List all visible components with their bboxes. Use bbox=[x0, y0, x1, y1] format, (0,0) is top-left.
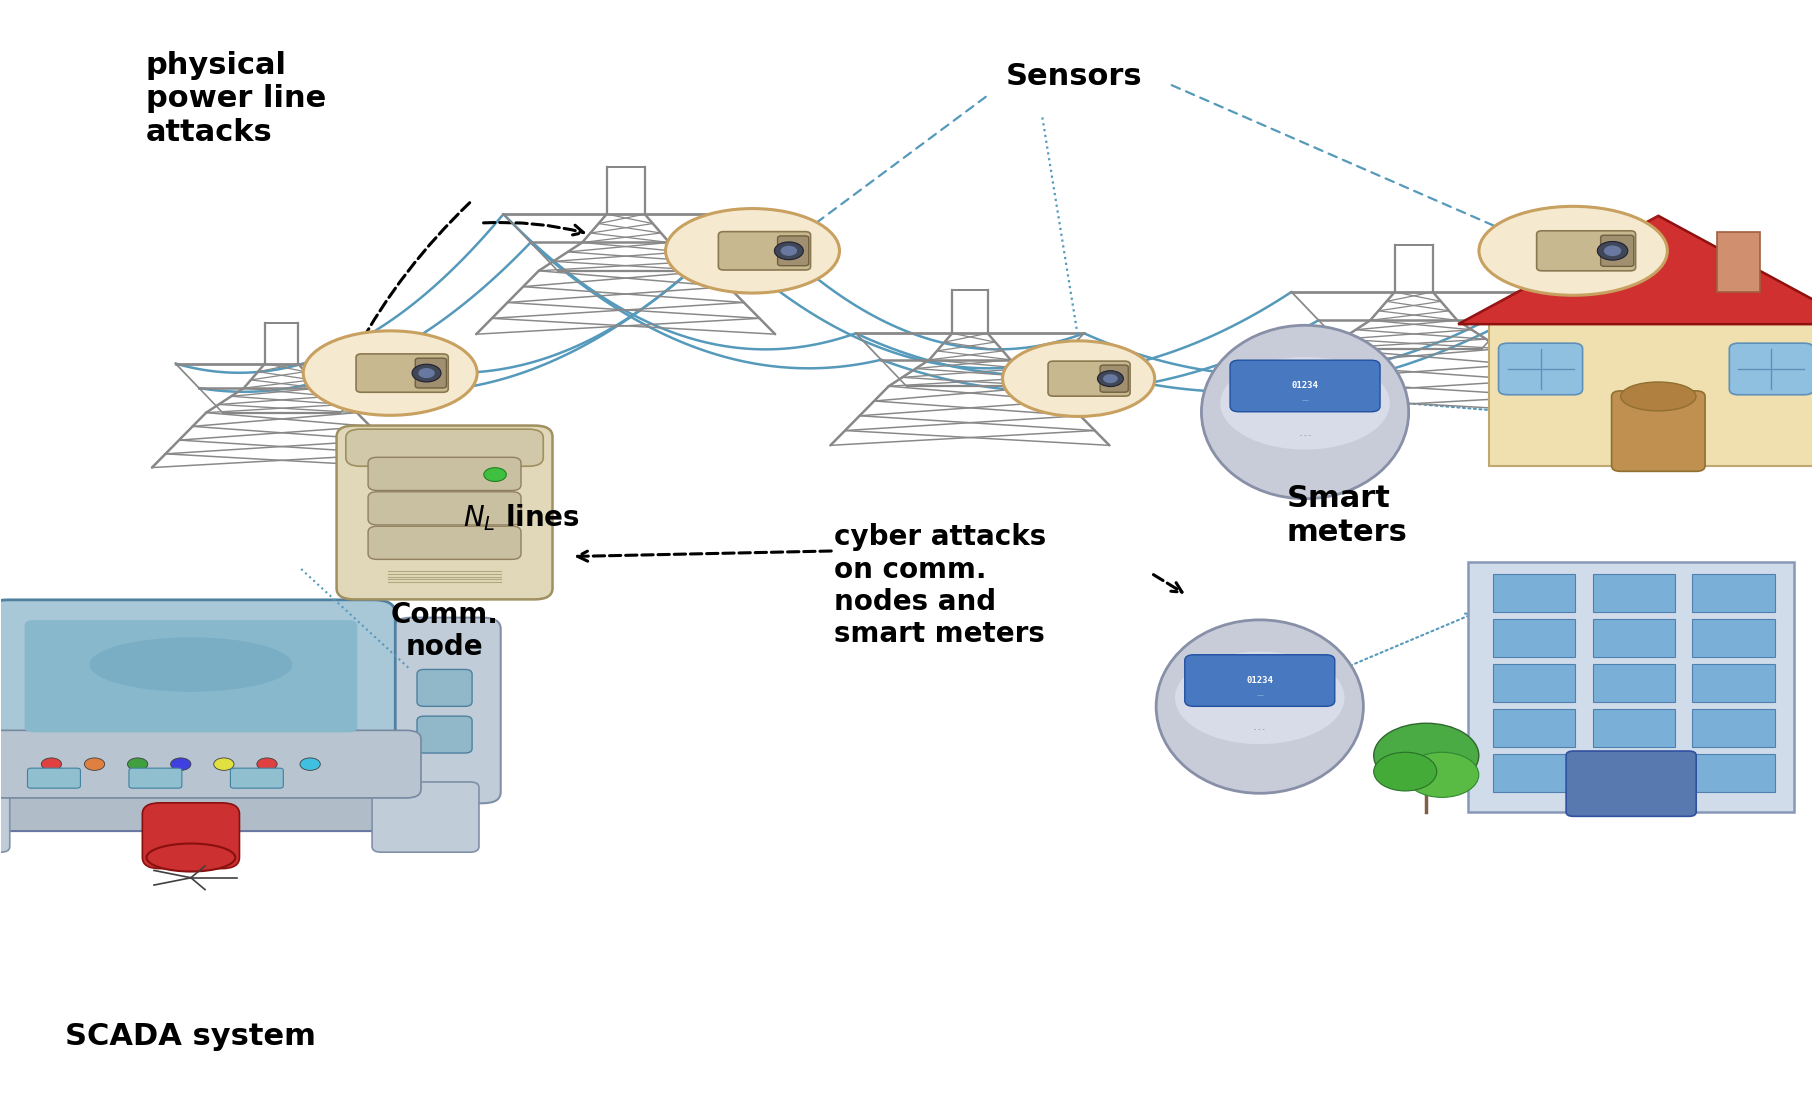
FancyBboxPatch shape bbox=[1048, 361, 1129, 396]
FancyBboxPatch shape bbox=[346, 430, 544, 466]
FancyBboxPatch shape bbox=[129, 768, 181, 788]
FancyBboxPatch shape bbox=[1492, 709, 1575, 747]
Ellipse shape bbox=[147, 844, 236, 871]
Text: cyber attacks
on comm.
nodes and
smart meters: cyber attacks on comm. nodes and smart m… bbox=[834, 523, 1046, 649]
Ellipse shape bbox=[1175, 651, 1345, 745]
FancyBboxPatch shape bbox=[368, 492, 520, 525]
Ellipse shape bbox=[1220, 357, 1391, 450]
Ellipse shape bbox=[1157, 620, 1363, 794]
Circle shape bbox=[1102, 374, 1119, 383]
Text: physical
power line
attacks: physical power line attacks bbox=[145, 51, 326, 147]
FancyBboxPatch shape bbox=[1592, 664, 1675, 702]
Circle shape bbox=[419, 368, 435, 378]
Ellipse shape bbox=[665, 208, 839, 293]
Text: —: — bbox=[1302, 397, 1309, 403]
FancyBboxPatch shape bbox=[1469, 562, 1795, 811]
Ellipse shape bbox=[1479, 206, 1668, 295]
Text: 01234: 01234 bbox=[1246, 676, 1273, 686]
Ellipse shape bbox=[303, 331, 477, 415]
FancyBboxPatch shape bbox=[1184, 654, 1334, 707]
FancyBboxPatch shape bbox=[1692, 755, 1775, 792]
Ellipse shape bbox=[1621, 382, 1695, 411]
FancyBboxPatch shape bbox=[0, 600, 395, 751]
Text: Smart
meters: Smart meters bbox=[1287, 484, 1409, 546]
FancyBboxPatch shape bbox=[1692, 709, 1775, 747]
Circle shape bbox=[214, 758, 234, 770]
Text: - - -: - - - bbox=[1300, 433, 1311, 437]
FancyBboxPatch shape bbox=[27, 768, 80, 788]
FancyBboxPatch shape bbox=[1717, 232, 1760, 293]
FancyBboxPatch shape bbox=[415, 358, 446, 388]
Ellipse shape bbox=[89, 638, 292, 692]
FancyBboxPatch shape bbox=[230, 768, 283, 788]
Circle shape bbox=[1097, 371, 1124, 386]
Text: Sensors: Sensors bbox=[1006, 62, 1142, 91]
Text: SCADA system: SCADA system bbox=[65, 1022, 315, 1051]
Text: $N_L$ lines: $N_L$ lines bbox=[462, 502, 580, 533]
FancyBboxPatch shape bbox=[25, 620, 357, 732]
Circle shape bbox=[781, 246, 798, 256]
FancyBboxPatch shape bbox=[1492, 664, 1575, 702]
Circle shape bbox=[1597, 242, 1628, 260]
Circle shape bbox=[412, 364, 441, 382]
FancyBboxPatch shape bbox=[0, 782, 9, 853]
Text: 01234: 01234 bbox=[1291, 382, 1318, 391]
Ellipse shape bbox=[1202, 325, 1409, 499]
FancyBboxPatch shape bbox=[1492, 574, 1575, 611]
Circle shape bbox=[170, 758, 190, 770]
FancyBboxPatch shape bbox=[1492, 619, 1575, 657]
Polygon shape bbox=[1458, 216, 1813, 324]
Ellipse shape bbox=[1003, 341, 1155, 416]
FancyBboxPatch shape bbox=[417, 669, 471, 707]
Circle shape bbox=[1405, 752, 1479, 797]
FancyBboxPatch shape bbox=[143, 802, 239, 868]
FancyBboxPatch shape bbox=[1601, 235, 1634, 266]
Circle shape bbox=[1605, 246, 1621, 256]
FancyBboxPatch shape bbox=[0, 730, 421, 798]
FancyBboxPatch shape bbox=[1499, 343, 1583, 395]
FancyBboxPatch shape bbox=[1592, 619, 1675, 657]
FancyBboxPatch shape bbox=[1730, 343, 1813, 395]
Text: —: — bbox=[1256, 692, 1264, 698]
Circle shape bbox=[42, 758, 62, 770]
Circle shape bbox=[257, 758, 277, 770]
FancyBboxPatch shape bbox=[1592, 755, 1675, 792]
Text: Comm.
node: Comm. node bbox=[390, 601, 499, 661]
FancyBboxPatch shape bbox=[1592, 574, 1675, 611]
Text: - - -: - - - bbox=[1255, 727, 1265, 732]
Circle shape bbox=[299, 758, 321, 770]
FancyBboxPatch shape bbox=[368, 526, 520, 560]
Circle shape bbox=[484, 467, 506, 482]
FancyBboxPatch shape bbox=[337, 425, 553, 600]
Circle shape bbox=[774, 242, 803, 259]
FancyBboxPatch shape bbox=[1229, 361, 1380, 412]
FancyBboxPatch shape bbox=[1692, 619, 1775, 657]
FancyBboxPatch shape bbox=[417, 716, 471, 754]
FancyBboxPatch shape bbox=[1692, 574, 1775, 611]
FancyBboxPatch shape bbox=[1612, 391, 1704, 471]
FancyBboxPatch shape bbox=[1537, 230, 1635, 270]
FancyBboxPatch shape bbox=[1488, 324, 1813, 466]
FancyBboxPatch shape bbox=[1566, 751, 1697, 816]
FancyBboxPatch shape bbox=[1692, 664, 1775, 702]
FancyBboxPatch shape bbox=[718, 232, 810, 270]
Circle shape bbox=[85, 758, 105, 770]
FancyBboxPatch shape bbox=[372, 782, 479, 853]
FancyBboxPatch shape bbox=[393, 618, 500, 804]
FancyBboxPatch shape bbox=[355, 354, 448, 392]
Circle shape bbox=[127, 758, 149, 770]
Polygon shape bbox=[0, 792, 470, 831]
FancyBboxPatch shape bbox=[1100, 365, 1128, 392]
Circle shape bbox=[1374, 752, 1436, 791]
FancyBboxPatch shape bbox=[1492, 755, 1575, 792]
Circle shape bbox=[1374, 723, 1479, 788]
FancyBboxPatch shape bbox=[368, 457, 520, 491]
FancyBboxPatch shape bbox=[1592, 709, 1675, 747]
FancyBboxPatch shape bbox=[778, 236, 809, 266]
